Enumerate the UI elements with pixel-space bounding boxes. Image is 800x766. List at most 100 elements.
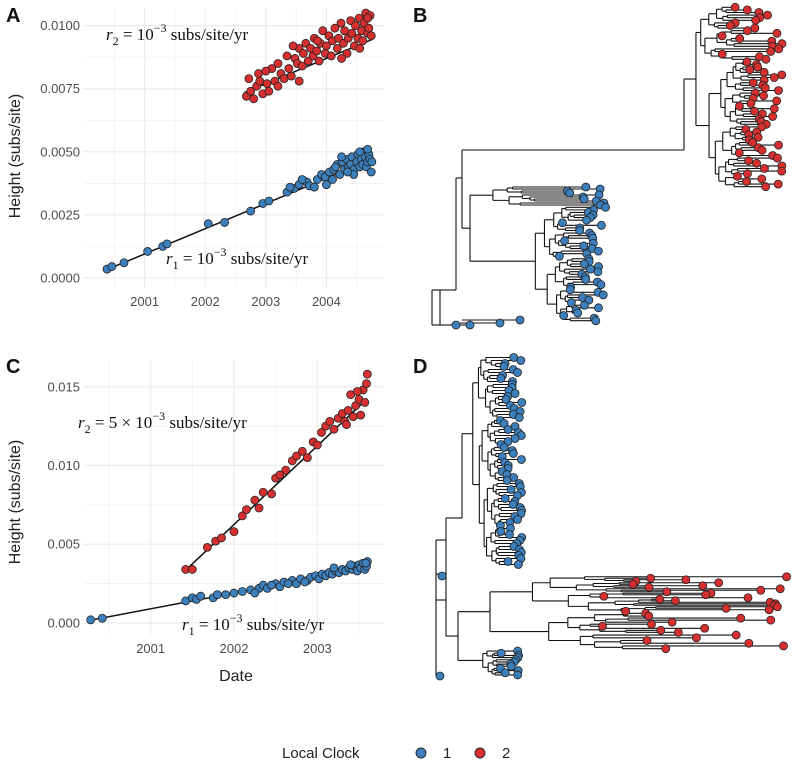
tree-tip-clock-1 bbox=[581, 182, 591, 192]
data-point-clock-2 bbox=[202, 542, 212, 552]
tree-tip-clock-2 bbox=[764, 605, 774, 615]
tree-tip-clock-1 bbox=[496, 374, 506, 383]
data-point-clock-2 bbox=[340, 26, 350, 36]
y-tick-label: 0.015 bbox=[47, 379, 80, 394]
data-point-clock-2 bbox=[347, 28, 357, 38]
tree-tip-clock-2 bbox=[721, 603, 731, 613]
tree-tip-clock-2 bbox=[759, 67, 769, 77]
data-point-clock-2 bbox=[258, 487, 268, 497]
data-point-clock-2 bbox=[267, 489, 276, 499]
tree-tip-clock-2 bbox=[751, 15, 761, 25]
tree-tip-clock-2 bbox=[656, 625, 666, 635]
x-tick-label: 2001 bbox=[130, 294, 159, 309]
data-point-clock-2 bbox=[298, 49, 308, 58]
annot-eq: = 10 bbox=[119, 25, 154, 44]
tree-tip-clock-1 bbox=[451, 320, 461, 330]
tree-tip-clock-1 bbox=[581, 275, 591, 284]
tree-tip-clock-1 bbox=[508, 449, 518, 458]
annot-eq: = 5 × 10 bbox=[91, 413, 153, 432]
tree-tip-clock-1 bbox=[579, 241, 589, 251]
annot-r: r bbox=[106, 25, 113, 44]
tree-tip-clock-1 bbox=[593, 267, 603, 277]
data-point-clock-2 bbox=[217, 533, 226, 543]
regression-lines-a bbox=[104, 38, 373, 272]
tree-tip-clock-1 bbox=[565, 285, 575, 295]
tree-tip-clock-2 bbox=[735, 34, 745, 43]
tree-tip-clock-2 bbox=[673, 627, 683, 637]
x-axis-title-c: Date bbox=[219, 668, 253, 685]
data-point-clock-2 bbox=[273, 81, 283, 91]
tree-tip-clock-2 bbox=[714, 578, 724, 588]
tree-tip-clock-2 bbox=[733, 171, 742, 181]
tree-tip-clock-2 bbox=[742, 57, 752, 67]
tree-tip-clock-2 bbox=[742, 26, 752, 36]
tree-tip-clock-1 bbox=[558, 218, 567, 228]
tree-tip-clock-2 bbox=[777, 166, 787, 176]
tree-tips-d bbox=[435, 353, 791, 681]
y-tick-label: 0.0025 bbox=[40, 207, 80, 222]
points-c bbox=[86, 369, 372, 625]
tree-tip-clock-2 bbox=[646, 573, 656, 583]
data-point-clock-2 bbox=[312, 36, 322, 46]
tree-tip-clock-1 bbox=[591, 316, 601, 326]
annot-units: subs/site/yr bbox=[243, 615, 325, 634]
y-tick-label: 0.0100 bbox=[40, 18, 80, 33]
tree-tip-clock-2 bbox=[769, 73, 779, 82]
data-point-clock-2 bbox=[282, 51, 292, 61]
panel-letter-d: D bbox=[413, 356, 427, 378]
legend-label-1: 1 bbox=[443, 745, 451, 762]
y-tick-label: 0.0050 bbox=[40, 144, 80, 159]
data-point-clock-2 bbox=[237, 511, 247, 521]
data-point-clock-2 bbox=[356, 410, 366, 420]
data-point-clock-1 bbox=[309, 182, 319, 192]
data-point-clock-2 bbox=[302, 453, 312, 463]
x-ticks-a: 2001 2002 2003 2004 bbox=[130, 294, 341, 309]
tree-tip-clock-2 bbox=[667, 617, 677, 627]
data-point-clock-2 bbox=[332, 43, 342, 53]
tree-tip-clock-1 bbox=[573, 308, 583, 318]
annot-r: r bbox=[182, 615, 189, 634]
tree-tip-clock-2 bbox=[731, 630, 741, 640]
tree-tip-clock-2 bbox=[644, 611, 654, 621]
tree-tip-clock-2 bbox=[717, 49, 727, 59]
data-point-clock-1 bbox=[86, 615, 96, 625]
tree-tip-clock-2 bbox=[662, 587, 672, 597]
data-point-clock-2 bbox=[261, 66, 271, 76]
tree-tip-clock-1 bbox=[437, 571, 447, 581]
tree-tip-clock-1 bbox=[513, 670, 523, 680]
data-point-clock-2 bbox=[246, 86, 256, 96]
x-tick-label: 2004 bbox=[312, 294, 341, 309]
data-point-clock-1 bbox=[285, 182, 295, 192]
tree-tip-clock-2 bbox=[647, 619, 656, 629]
data-point-clock-1 bbox=[366, 167, 376, 177]
data-point-clock-2 bbox=[351, 21, 360, 31]
tree-tip-clock-1 bbox=[506, 485, 516, 494]
data-point-clock-1 bbox=[363, 144, 373, 154]
data-point-clock-2 bbox=[364, 23, 374, 33]
data-point-clock-2 bbox=[355, 43, 365, 53]
tree-tip-clock-1 bbox=[516, 356, 526, 365]
tree-tip-clock-2 bbox=[730, 2, 740, 12]
tree-tip-clock-1 bbox=[559, 311, 569, 320]
data-point-clock-1 bbox=[246, 206, 256, 216]
tree-tip-clock-2 bbox=[599, 591, 609, 601]
data-point-clock-1 bbox=[264, 196, 274, 206]
data-point-clock-2 bbox=[264, 86, 274, 96]
tree-tip-clock-2 bbox=[736, 613, 746, 623]
data-point-clock-2 bbox=[352, 387, 362, 396]
tree-tip-clock-1 bbox=[510, 389, 520, 398]
data-point-clock-2 bbox=[187, 565, 197, 574]
data-point-clock-1 bbox=[367, 157, 377, 167]
tree-tip-clock-1 bbox=[593, 246, 603, 256]
tree-tip-clock-1 bbox=[514, 413, 524, 422]
tree-tip-clock-2 bbox=[759, 91, 768, 101]
tree-tip-clock-2 bbox=[735, 101, 744, 111]
data-point-clock-2 bbox=[362, 369, 372, 379]
legend-swatch-2 bbox=[474, 747, 486, 759]
data-point-clock-2 bbox=[348, 412, 358, 422]
data-point-clock-2 bbox=[250, 495, 260, 505]
data-point-clock-1 bbox=[343, 167, 353, 177]
data-point-clock-1 bbox=[196, 591, 206, 601]
tree-tip-clock-2 bbox=[768, 112, 778, 121]
